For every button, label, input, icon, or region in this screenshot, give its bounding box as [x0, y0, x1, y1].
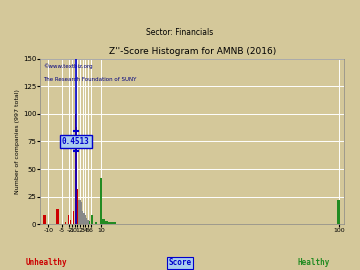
Bar — [82, 211, 84, 224]
Text: ©www.textbiz.org: ©www.textbiz.org — [44, 63, 93, 69]
Bar — [73, 211, 74, 224]
Y-axis label: Number of companies (997 total): Number of companies (997 total) — [15, 89, 20, 194]
Text: The Research Foundation of SUNY: The Research Foundation of SUNY — [44, 77, 137, 82]
Bar — [86, 218, 87, 224]
Bar — [56, 209, 59, 224]
Bar — [105, 221, 108, 224]
Bar — [111, 222, 113, 224]
Bar — [68, 215, 69, 224]
Bar — [65, 222, 66, 224]
Text: Sector: Financials: Sector: Financials — [147, 28, 213, 37]
Text: 0.4513: 0.4513 — [62, 137, 90, 146]
Text: Healthy: Healthy — [297, 258, 329, 267]
Bar — [113, 222, 116, 224]
Bar — [78, 200, 80, 224]
Bar — [84, 213, 85, 224]
Bar — [337, 200, 340, 224]
Bar — [70, 220, 72, 224]
Bar — [108, 222, 111, 224]
Bar — [80, 200, 81, 224]
Bar — [85, 215, 86, 224]
Bar — [103, 219, 105, 224]
Bar — [87, 220, 89, 224]
Title: Z''-Score Histogram for AMNB (2016): Z''-Score Histogram for AMNB (2016) — [109, 48, 276, 56]
Text: Unhealthy: Unhealthy — [26, 258, 68, 267]
Bar — [100, 178, 103, 224]
Bar — [43, 215, 46, 224]
Bar — [81, 202, 82, 224]
Text: Score: Score — [168, 258, 192, 267]
Bar — [89, 221, 90, 224]
Bar — [91, 215, 93, 224]
Bar — [95, 222, 96, 224]
